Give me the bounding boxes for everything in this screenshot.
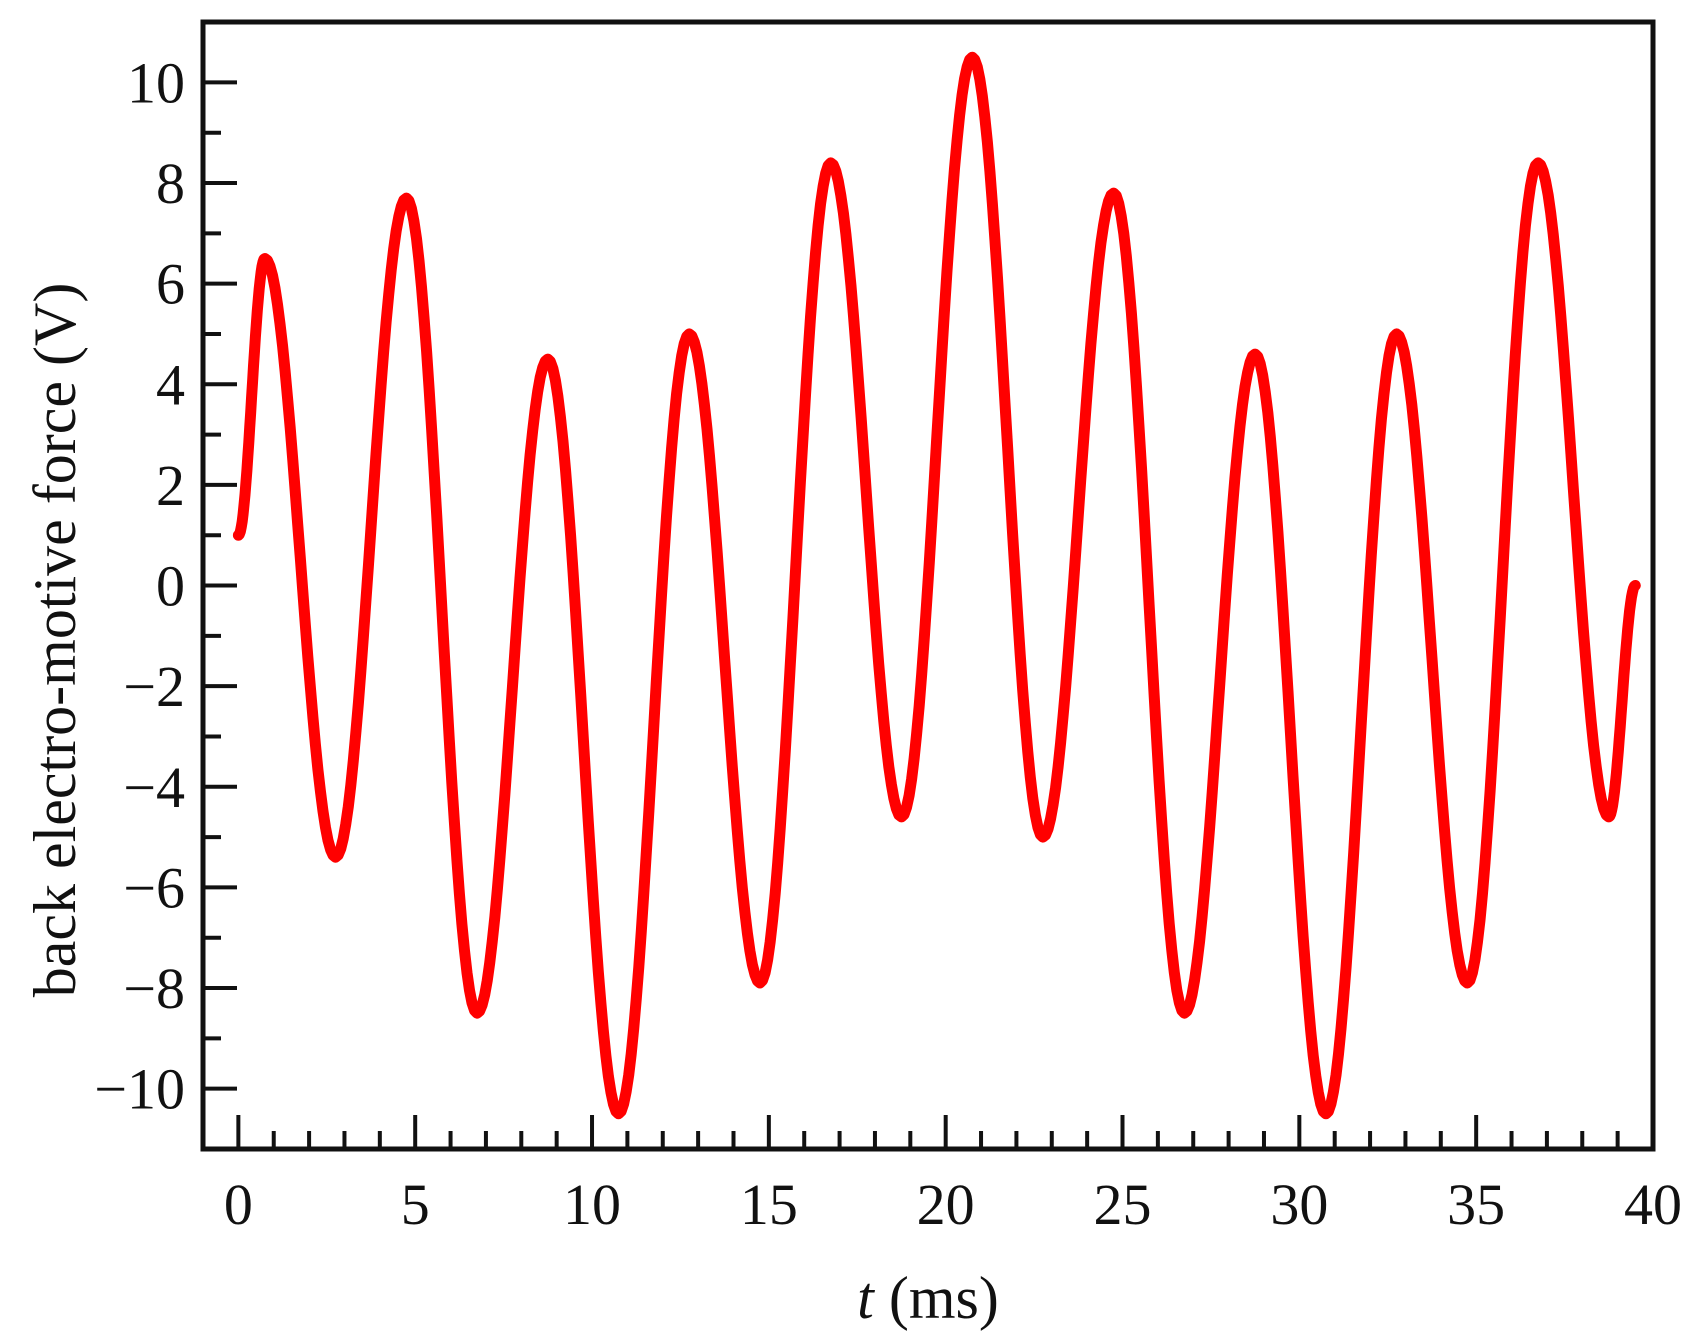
y-tick-label: 2 bbox=[156, 453, 185, 518]
x-tick-label: 40 bbox=[1624, 1172, 1682, 1237]
minor-ticks bbox=[203, 130, 1620, 1149]
y-tick-label: 0 bbox=[156, 554, 185, 619]
y-tick-label: 10 bbox=[127, 50, 185, 115]
y-tick-label: 8 bbox=[156, 151, 185, 216]
y-tick-label: 6 bbox=[156, 252, 185, 317]
y-axis-title: back electro-motive force (V) bbox=[22, 283, 88, 998]
y-tick-labels: −10 −8 −6 −4 −2 0 2 4 6 8 10 bbox=[94, 50, 185, 1121]
y-tick-label: −8 bbox=[123, 956, 185, 1021]
y-tick-label: 4 bbox=[156, 352, 185, 417]
y-tick-label: −2 bbox=[123, 654, 185, 719]
x-tick-label: 0 bbox=[224, 1172, 253, 1237]
x-tick-labels: 0 5 10 15 20 25 30 35 40 bbox=[224, 1172, 1682, 1237]
y-tick-label: −4 bbox=[123, 755, 185, 820]
emf-series-line bbox=[232, 51, 1641, 1120]
major-ticks bbox=[203, 80, 1479, 1149]
x-tick-label: 20 bbox=[917, 1172, 975, 1237]
x-tick-label: 10 bbox=[563, 1172, 621, 1237]
x-tick-label: 5 bbox=[401, 1172, 430, 1237]
y-tick-label: −10 bbox=[94, 1057, 185, 1122]
y-tick-label: −6 bbox=[123, 855, 185, 920]
x-tick-label: 35 bbox=[1447, 1172, 1505, 1237]
x-tick-label: 15 bbox=[740, 1172, 798, 1237]
x-axis-title: t (ms) bbox=[857, 1265, 999, 1331]
x-tick-label: 30 bbox=[1270, 1172, 1328, 1237]
x-tick-label: 25 bbox=[1094, 1172, 1152, 1237]
